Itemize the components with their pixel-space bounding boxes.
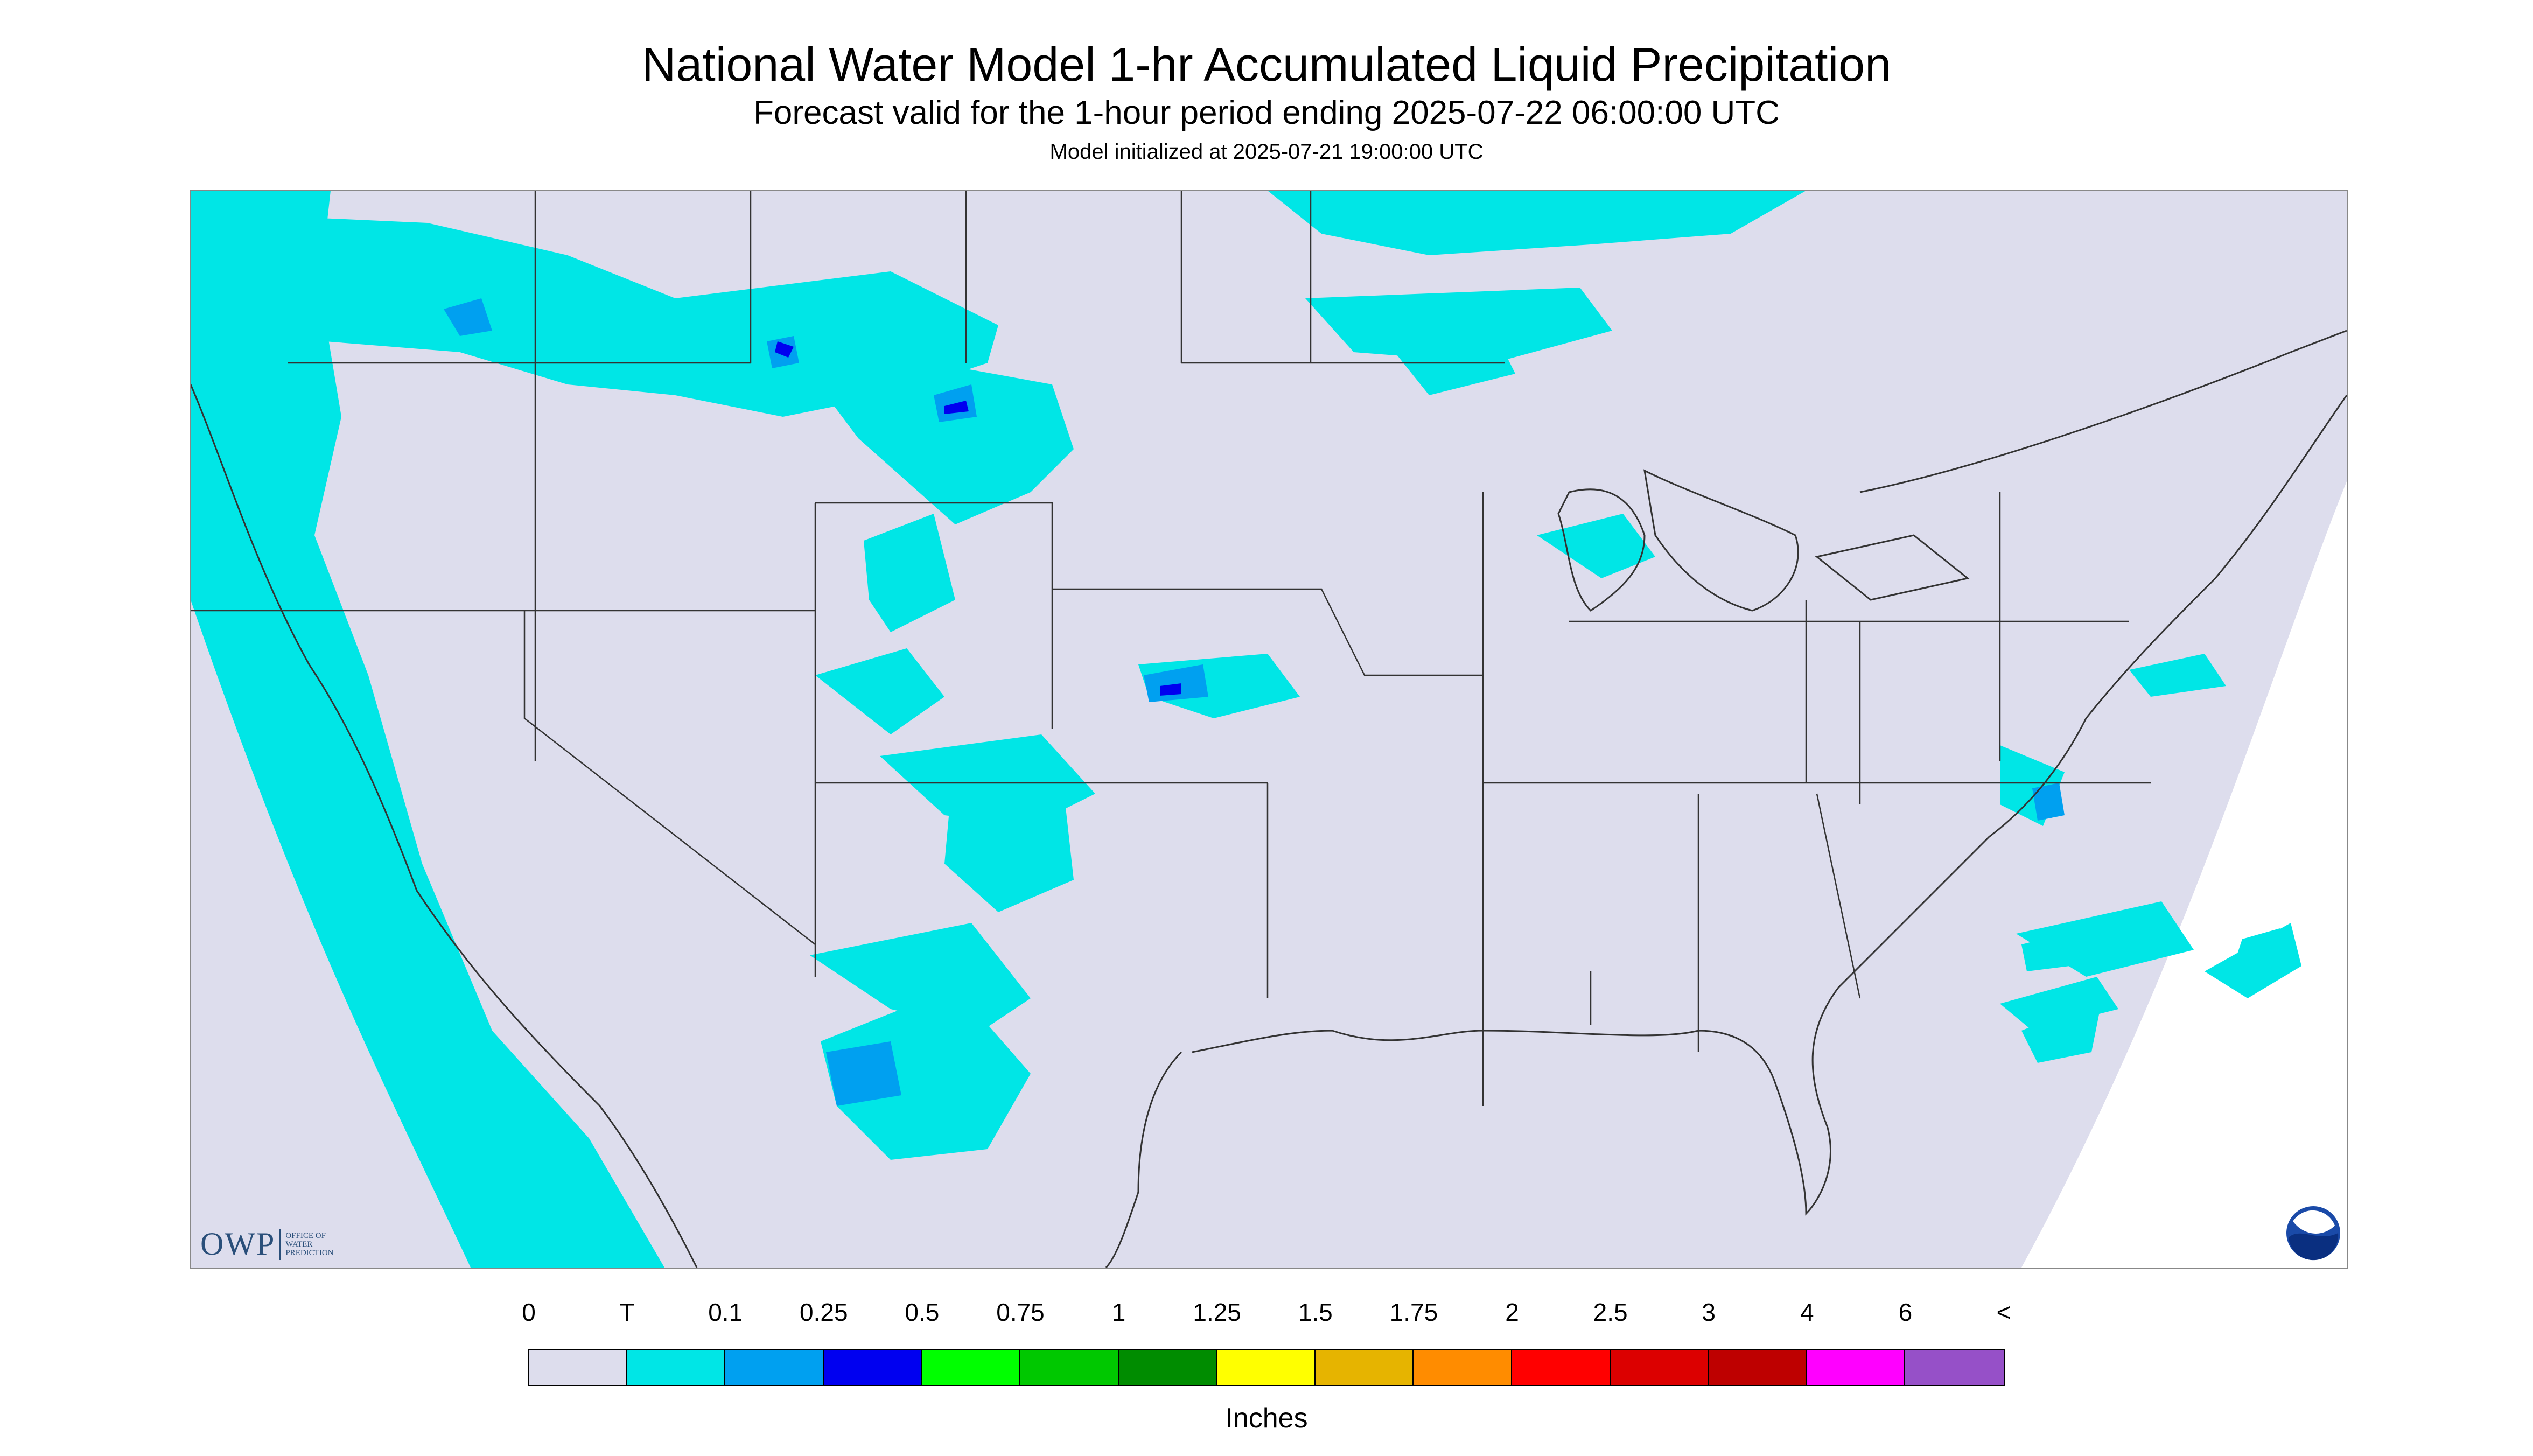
noaa-logo-text: NOAA bbox=[2303, 1214, 2324, 1223]
map-subtitle: Forecast valid for the 1-hour period end… bbox=[753, 94, 1780, 131]
colorbar-swatch bbox=[529, 1350, 627, 1385]
colorbar-tick-label: 2 bbox=[1505, 1298, 1519, 1326]
colorbar-labels: 0 T 0.1 0.25 0.5 0.75 1 1.25 1.5 1.75 2 2.5 3 4 6 < bbox=[0, 1298, 2533, 1335]
noaa-logo: NOAA bbox=[2285, 1205, 2341, 1264]
owp-logo: OWP OFFICE OF WATER PREDICTION bbox=[200, 1226, 334, 1263]
colorbar-swatch bbox=[1414, 1350, 1512, 1385]
owp-logo-line-3: PREDICTION bbox=[285, 1248, 334, 1257]
colorbar bbox=[528, 1349, 2005, 1386]
colorbar-tick-label: 4 bbox=[1800, 1298, 1814, 1326]
colorbar-tick-label: 0 bbox=[522, 1298, 536, 1326]
map-graphic bbox=[191, 191, 2347, 1268]
colorbar-swatch bbox=[1905, 1350, 2004, 1385]
colorbar-tick-label: T bbox=[619, 1298, 635, 1326]
precip-trace-areas bbox=[191, 191, 2301, 1160]
colorbar-tick-label: 0.75 bbox=[996, 1298, 1045, 1326]
colorbar-tick-label: 1.5 bbox=[1298, 1298, 1333, 1326]
owp-logo-text: OFFICE OF WATER PREDICTION bbox=[285, 1231, 333, 1257]
owp-logo-divider bbox=[279, 1228, 282, 1260]
colorbar-swatch bbox=[1118, 1350, 1217, 1385]
precip-light-areas bbox=[444, 298, 2065, 1106]
colorbar-swatch bbox=[1217, 1350, 1316, 1385]
colorbar-units: Inches bbox=[1225, 1403, 1308, 1434]
model-init-text: Model initialized at 2025-07-21 19:00:00… bbox=[1049, 140, 1484, 164]
colorbar-swatch bbox=[1315, 1350, 1414, 1385]
colorbar-tick-label: 1 bbox=[1111, 1298, 1126, 1326]
colorbar-swatch bbox=[1020, 1350, 1119, 1385]
colorbar-swatch bbox=[1807, 1350, 1906, 1385]
colorbar-tick-label: 1.75 bbox=[1389, 1298, 1438, 1326]
domain-mask-right bbox=[2021, 481, 2347, 1268]
colorbar-swatch bbox=[627, 1350, 726, 1385]
owp-logo-line-2: WATER bbox=[285, 1240, 313, 1249]
map-title: National Water Model 1-hr Accumulated Li… bbox=[641, 38, 1892, 91]
precip-medium-areas bbox=[775, 341, 1181, 696]
colorbar-tick-label: 6 bbox=[1898, 1298, 1913, 1326]
precip-pacific-swath bbox=[191, 191, 664, 1268]
colorbar-tick-label: < bbox=[1996, 1298, 2011, 1326]
colorbar-swatch bbox=[1610, 1350, 1709, 1385]
owp-logo-line-1: OFFICE OF bbox=[285, 1231, 326, 1240]
colorbar-swatch bbox=[1709, 1350, 1807, 1385]
colorbar-tick-label: 1.25 bbox=[1193, 1298, 1241, 1326]
colorbar-tick-label: 0.5 bbox=[905, 1298, 940, 1326]
colorbar-swatch bbox=[725, 1350, 824, 1385]
colorbar-swatch bbox=[922, 1350, 1020, 1385]
colorbar-tick-label: 0.25 bbox=[800, 1298, 848, 1326]
colorbar-tick-label: 0.1 bbox=[708, 1298, 743, 1326]
colorbar-tick-label: 2.5 bbox=[1593, 1298, 1628, 1326]
owp-logo-mark: OWP bbox=[200, 1226, 276, 1262]
precipitation-map bbox=[190, 190, 2348, 1269]
colorbar-tick-label: 3 bbox=[1702, 1298, 1716, 1326]
state-borders bbox=[191, 191, 2151, 1106]
colorbar-swatch bbox=[1512, 1350, 1611, 1385]
coastlines bbox=[191, 330, 2347, 1268]
colorbar-swatch bbox=[823, 1350, 922, 1385]
